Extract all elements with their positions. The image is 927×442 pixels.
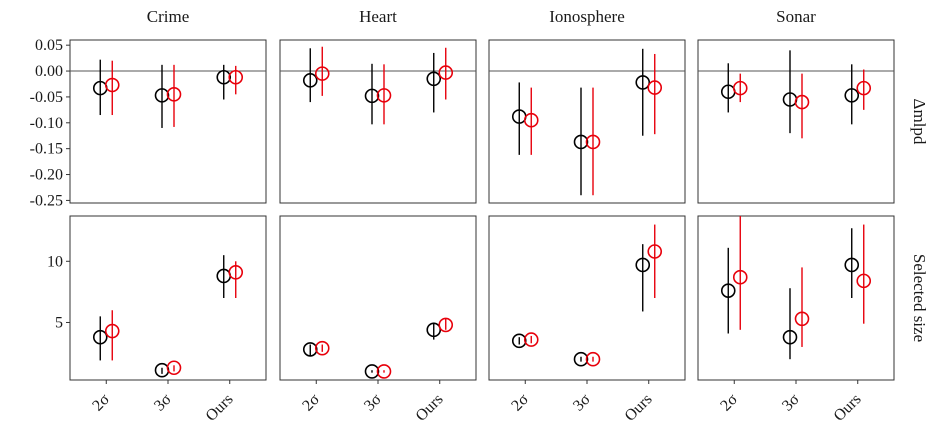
point-red-ours xyxy=(856,80,872,96)
point-red-2 xyxy=(104,77,120,93)
x-tick-label-ours: Ours xyxy=(413,391,447,425)
point-black-2 xyxy=(302,342,318,357)
point-black-ours xyxy=(844,257,860,273)
point-black-3 xyxy=(364,364,380,379)
point-red-ours xyxy=(438,317,454,333)
y-tick-label: -0.10 xyxy=(30,115,63,132)
panel-sonar-mlpd xyxy=(697,39,895,204)
facet-title-sonar: Sonar xyxy=(776,7,816,26)
point-red-2 xyxy=(314,66,330,81)
point-black-2 xyxy=(302,73,318,88)
y-tick-label: 10 xyxy=(47,253,63,270)
y-tick-label: -0.05 xyxy=(30,89,63,106)
point-red-ours xyxy=(647,80,663,95)
point-red-3 xyxy=(585,351,601,367)
facet-title-crime: Crime xyxy=(147,7,190,26)
point-red-3 xyxy=(794,94,810,110)
x-tick-label-ours: Ours xyxy=(622,391,656,425)
point-red-3 xyxy=(376,88,392,103)
x-tick-label-2: 2σ xyxy=(508,391,532,415)
y-tick-label: -0.20 xyxy=(30,167,63,184)
point-black-ours xyxy=(426,71,442,87)
y-tick-label: -0.15 xyxy=(30,141,63,158)
row-strip-label-1: Δmlpd xyxy=(910,99,927,145)
y-tick-label: 0.05 xyxy=(35,37,63,54)
point-red-2 xyxy=(104,323,120,339)
panel-sonar-size xyxy=(697,215,895,381)
point-black-ours xyxy=(635,75,651,90)
x-tick-label-3: 3σ xyxy=(151,391,175,415)
point-red-ours xyxy=(228,69,244,85)
x-tick-label-2: 2σ xyxy=(717,391,741,415)
facet-title-heart: Heart xyxy=(359,7,397,26)
x-tick-label-3: 3σ xyxy=(570,391,594,415)
point-black-ours xyxy=(216,69,232,85)
point-red-2 xyxy=(732,80,748,96)
x-tick-label-ours: Ours xyxy=(831,391,865,425)
panel-heart-size xyxy=(279,215,477,381)
point-black-ours xyxy=(635,257,651,273)
point-black-3 xyxy=(573,351,589,367)
point-red-2 xyxy=(732,269,748,285)
point-red-ours xyxy=(647,244,663,259)
point-red-2 xyxy=(523,112,539,128)
row-strip-label-2: Selected size xyxy=(910,254,927,342)
panel-crime-size xyxy=(69,215,267,381)
point-red-ours xyxy=(228,264,244,280)
point-red-2 xyxy=(523,332,539,347)
y-tick-label: 0.00 xyxy=(35,63,63,80)
x-tick-label-ours: Ours xyxy=(203,391,237,425)
point-red-3 xyxy=(376,364,392,379)
point-black-3 xyxy=(782,329,798,345)
point-black-ours xyxy=(426,322,442,338)
point-red-ours xyxy=(438,65,454,80)
point-black-ours xyxy=(844,88,860,103)
point-red-3 xyxy=(585,134,601,150)
point-red-3 xyxy=(794,311,810,327)
x-tick-label-2: 2σ xyxy=(299,391,323,415)
panel-ionosphere-mlpd xyxy=(488,39,686,204)
point-black-2 xyxy=(511,333,527,349)
point-black-3 xyxy=(364,88,380,104)
point-red-3 xyxy=(166,360,182,376)
point-black-3 xyxy=(573,134,589,150)
x-tick-label-3: 3σ xyxy=(361,391,385,415)
y-tick-label: -0.25 xyxy=(30,192,63,209)
point-red-2 xyxy=(314,340,330,356)
x-tick-label-2: 2σ xyxy=(89,391,113,415)
point-black-2 xyxy=(92,329,108,345)
facet-title-ionosphere: Ionosphere xyxy=(549,7,625,26)
panel-crime-mlpd xyxy=(69,39,267,204)
point-black-2 xyxy=(720,283,736,298)
point-red-ours xyxy=(856,273,872,289)
x-tick-label-3: 3σ xyxy=(779,391,803,415)
panel-heart-mlpd xyxy=(279,39,477,204)
y-tick-label: 5 xyxy=(55,314,63,331)
point-black-3 xyxy=(154,88,170,103)
point-red-3 xyxy=(166,87,182,102)
panel-ionosphere-size xyxy=(488,215,686,381)
